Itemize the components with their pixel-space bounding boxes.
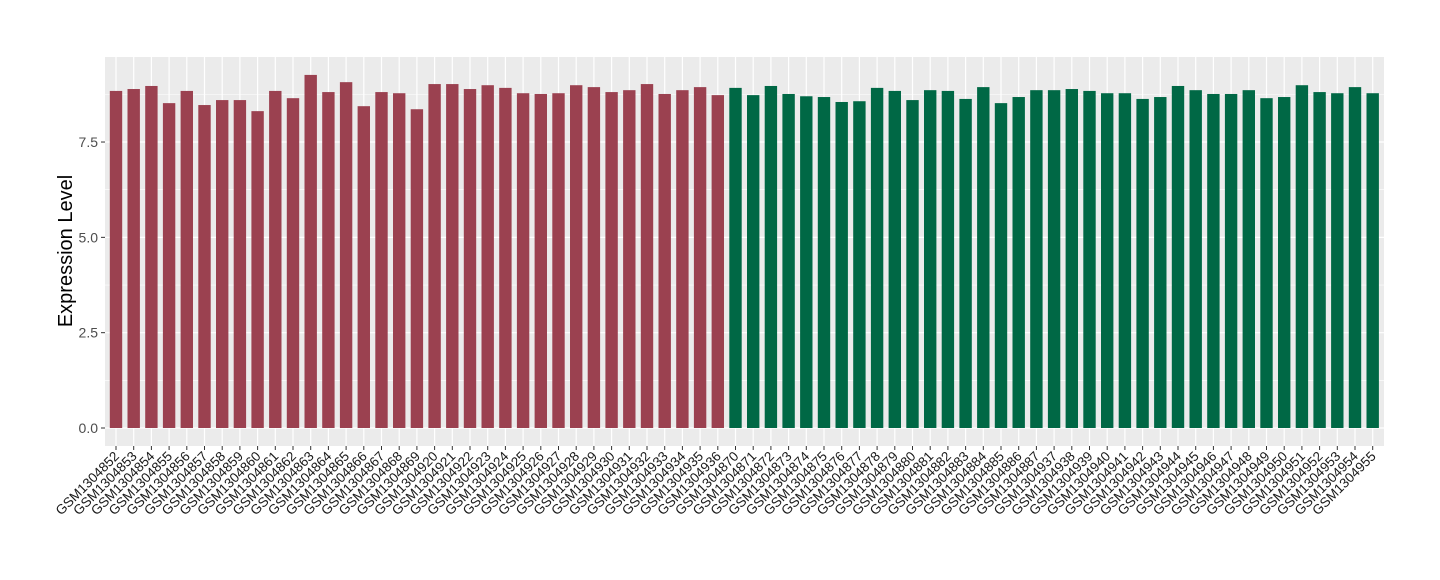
bar-GSM1304862 xyxy=(286,98,300,428)
bar-GSM1304865 xyxy=(339,82,353,429)
bar-GSM1304877 xyxy=(853,101,866,429)
bar-GSM1304928 xyxy=(570,85,583,428)
bar-GSM1304937 xyxy=(1047,90,1061,428)
bar-GSM1304924 xyxy=(499,87,512,428)
bar-GSM1304880 xyxy=(906,100,919,428)
bar-GSM1304944 xyxy=(1171,85,1185,428)
bar-GSM1304863 xyxy=(304,74,317,428)
bar-GSM1304932 xyxy=(640,84,654,429)
y-tick-label: 5.0 xyxy=(79,229,99,245)
bar-GSM1304923 xyxy=(481,85,494,428)
bar-GSM1304943 xyxy=(1154,97,1167,428)
y-axis-title: Expression Level xyxy=(55,175,77,327)
bar-GSM1304939 xyxy=(1083,90,1096,429)
bar-GSM1304857 xyxy=(198,105,211,428)
bar-GSM1304930 xyxy=(605,92,618,428)
x-axis: GSM1304852GSM1304853GSM1304854GSM1304855… xyxy=(53,446,1379,518)
bar-GSM1304864 xyxy=(322,92,335,428)
bar-GSM1304938 xyxy=(1065,89,1078,429)
bar-GSM1304952 xyxy=(1313,92,1326,428)
bar-GSM1304954 xyxy=(1348,87,1362,428)
bar-GSM1304882 xyxy=(941,90,955,429)
bar-GSM1304929 xyxy=(587,87,601,428)
bar-GSM1304925 xyxy=(516,93,530,428)
bar-GSM1304953 xyxy=(1331,93,1344,428)
bar-GSM1304885 xyxy=(994,103,1008,429)
bar-GSM1304869 xyxy=(410,109,424,428)
bar-GSM1304950 xyxy=(1278,97,1291,428)
bar-GSM1304933 xyxy=(658,93,671,428)
bar-GSM1304868 xyxy=(393,93,406,428)
bar-GSM1304886 xyxy=(1012,97,1025,428)
bar-GSM1304860 xyxy=(251,111,264,428)
bar-GSM1304866 xyxy=(357,106,370,428)
bar-GSM1304872 xyxy=(764,85,778,428)
bar-GSM1304927 xyxy=(552,93,565,428)
bar-GSM1304921 xyxy=(446,84,459,429)
bar-GSM1304942 xyxy=(1136,98,1149,428)
plot-panel xyxy=(105,57,1384,446)
bars xyxy=(109,74,1379,429)
bar-GSM1304879 xyxy=(888,90,901,429)
bar-GSM1304873 xyxy=(782,93,795,428)
bar-GSM1304884 xyxy=(977,87,990,428)
bar-GSM1304951 xyxy=(1295,85,1309,428)
y-tick-label: 7.5 xyxy=(79,134,99,150)
bar-GSM1304852 xyxy=(109,90,123,429)
bar-GSM1304875 xyxy=(817,97,831,428)
bar-GSM1304946 xyxy=(1207,93,1220,428)
bar-GSM1304940 xyxy=(1101,93,1114,428)
bar-GSM1304948 xyxy=(1242,90,1255,428)
y-tick-label: 2.5 xyxy=(79,325,99,341)
bar-GSM1304855 xyxy=(162,103,176,429)
bar-GSM1304926 xyxy=(534,93,547,428)
bar-GSM1304931 xyxy=(623,90,636,428)
bar-GSM1304854 xyxy=(145,85,158,428)
bar-GSM1304881 xyxy=(924,90,937,428)
bar-GSM1304887 xyxy=(1030,90,1043,428)
bar-GSM1304867 xyxy=(375,92,388,428)
bar-GSM1304934 xyxy=(676,90,689,428)
bar-GSM1304920 xyxy=(428,84,441,429)
bar-GSM1304949 xyxy=(1260,98,1273,428)
bar-GSM1304955 xyxy=(1366,93,1379,428)
bar-GSM1304935 xyxy=(693,87,707,428)
bar-GSM1304859 xyxy=(233,100,247,428)
bar-GSM1304883 xyxy=(959,98,972,428)
bar-GSM1304861 xyxy=(269,90,282,429)
bar-GSM1304870 xyxy=(729,87,742,428)
y-axis: 0.0 2.5 5.0 7.5 xyxy=(79,134,105,436)
bar-GSM1304856 xyxy=(180,90,193,429)
bar-GSM1304941 xyxy=(1118,93,1132,428)
bar-GSM1304874 xyxy=(800,96,813,429)
bar-GSM1304936 xyxy=(711,95,724,429)
bar-GSM1304878 xyxy=(870,87,884,428)
bar-GSM1304853 xyxy=(127,89,140,429)
bar-GSM1304876 xyxy=(835,101,848,429)
bar-GSM1304858 xyxy=(216,100,229,428)
bar-GSM1304922 xyxy=(463,89,477,429)
bar-GSM1304945 xyxy=(1189,90,1202,428)
bar-GSM1304871 xyxy=(747,95,760,429)
y-tick-label: 0.0 xyxy=(79,420,99,436)
bar-GSM1304947 xyxy=(1224,93,1238,428)
